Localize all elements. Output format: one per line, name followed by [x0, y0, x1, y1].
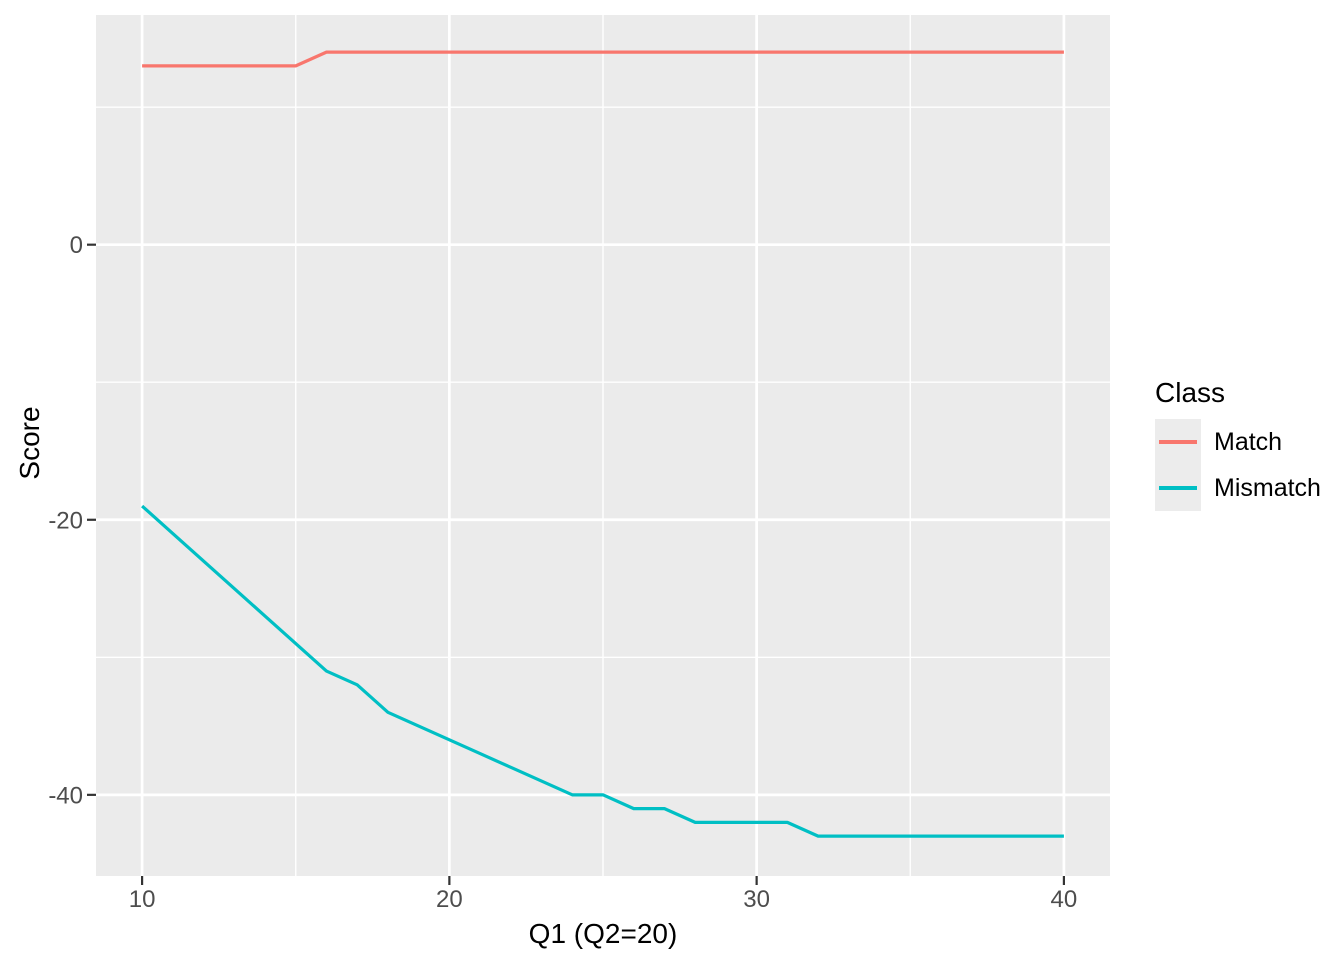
x-axis-title: Q1 (Q2=20)	[528, 918, 678, 949]
series-line-match	[142, 50, 1064, 68]
legend: Class Match Mismatch	[1155, 378, 1321, 511]
y-tick-label: -20	[48, 507, 83, 534]
x-tick-label: 30	[743, 886, 770, 913]
legend-item-match: Match	[1155, 419, 1321, 465]
legend-key-box	[1155, 419, 1201, 465]
legend-label-match: Match	[1214, 427, 1283, 456]
legend-item-mismatch: Mismatch	[1155, 465, 1321, 511]
y-axis-title: Score	[14, 406, 45, 480]
y-tick-label: -40	[48, 782, 83, 809]
mismatch-line-swatch-icon	[1159, 486, 1197, 490]
x-tick-label: 10	[129, 886, 156, 913]
series-line-mismatch	[141, 504, 1064, 838]
legend-title: Class	[1155, 377, 1226, 408]
y-tick-label: 0	[70, 232, 83, 259]
x-tick-label: 20	[436, 886, 463, 913]
legend-label-mismatch: Mismatch	[1214, 473, 1321, 502]
x-tick-label: 40	[1051, 886, 1078, 913]
legend-key-box	[1155, 465, 1201, 511]
match-line-swatch-icon	[1159, 440, 1197, 444]
